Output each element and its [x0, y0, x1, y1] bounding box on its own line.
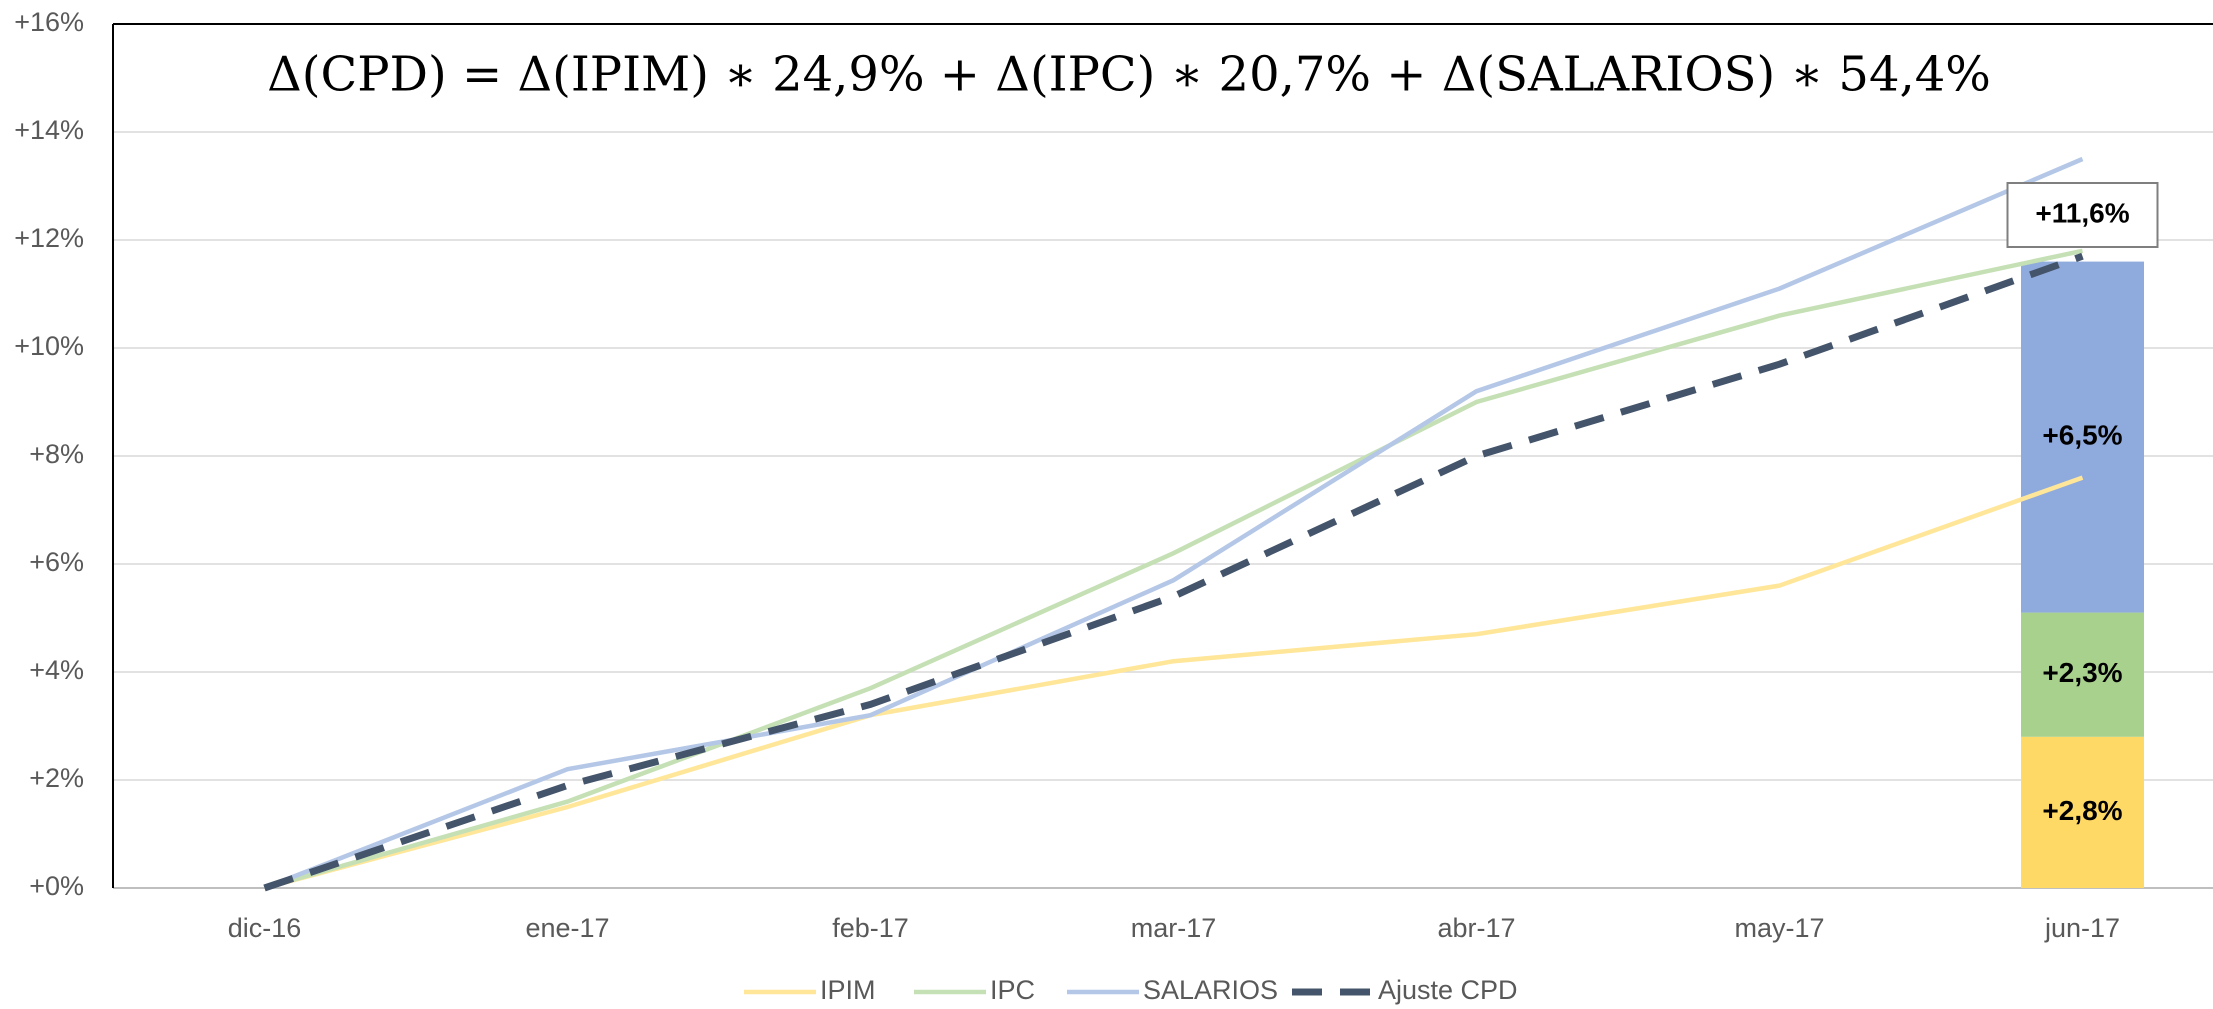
x-tick-label: feb-17	[832, 913, 909, 943]
x-tick-label: ene-17	[525, 913, 609, 943]
y-tick-label: +4%	[29, 655, 84, 685]
y-tick-label: +12%	[14, 223, 84, 253]
line	[263, 156, 2084, 891]
legend-label: Ajuste CPD	[1378, 975, 1518, 1005]
legend-label: IPIM	[820, 975, 876, 1005]
data-label: +2,3%	[2042, 657, 2122, 688]
bar-segment	[2021, 612, 2144, 737]
y-tick-label: +6%	[29, 547, 84, 577]
chart-title: Δ(CPD) = Δ(IPIM) ∗ 24,9% + Δ(IPC) ∗ 20,7…	[267, 47, 1991, 103]
x-tick-label: abr-17	[1437, 913, 1515, 943]
bar-segment	[2021, 261, 2144, 613]
y-tick-label: +14%	[14, 115, 84, 145]
data-label: +6,5%	[2042, 419, 2122, 450]
x-tick-label: mar-17	[1131, 913, 1217, 943]
total-label: +11,6%	[2035, 197, 2129, 228]
x-tick-label: may-17	[1734, 913, 1824, 943]
x-tick-label: dic-16	[228, 913, 302, 943]
legend-label: SALARIOS	[1143, 975, 1278, 1005]
data-label: +2,8%	[2042, 795, 2122, 826]
y-tick-label: +16%	[14, 7, 84, 37]
line	[263, 248, 2083, 891]
y-tick-label: +8%	[29, 439, 84, 469]
bar-segment	[2021, 736, 2144, 888]
y-tick-label: +0%	[29, 871, 84, 901]
total-label-box	[2006, 182, 2159, 248]
legend-label: IPC	[990, 975, 1035, 1005]
y-tick-label: +2%	[29, 763, 84, 793]
y-tick-label: +10%	[14, 331, 84, 361]
x-tick-label: jun-17	[2044, 913, 2120, 943]
dashed-line	[263, 252, 2084, 892]
line	[263, 475, 2084, 891]
